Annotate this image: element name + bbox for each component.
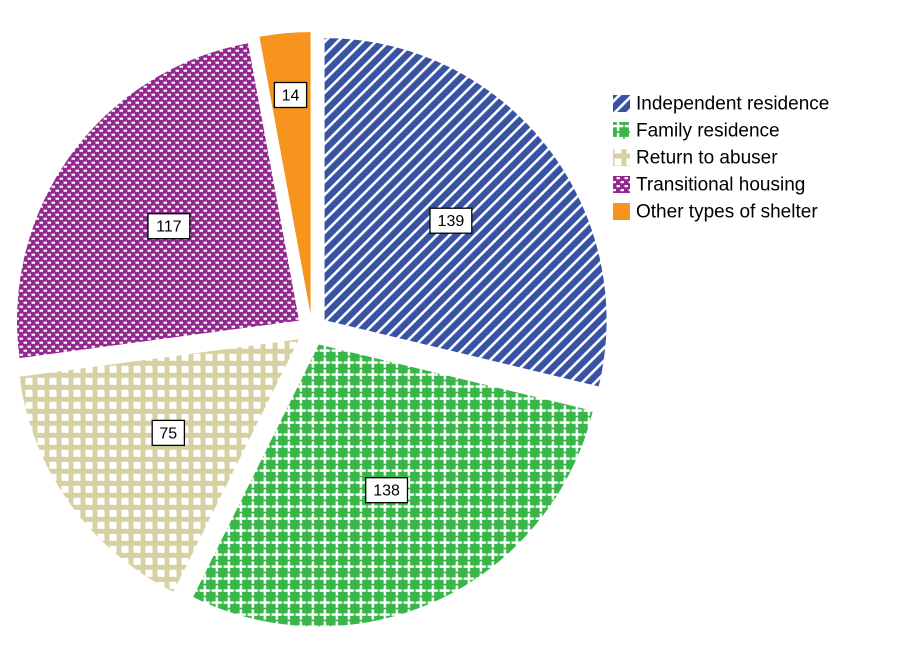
legend: Independent residence Family residence Ret… (613, 94, 829, 223)
value-label-transitional-housing: 117 (147, 213, 191, 240)
legend-item-transitional-housing: Transitional housing (613, 175, 805, 196)
legend-item-independent-residence: Independent residence (613, 94, 829, 115)
legend-label-transitional-housing: Transitional housing (636, 175, 805, 196)
legend-label-independent-residence: Independent residence (636, 94, 829, 115)
value-label-box-return-to-abuser (151, 419, 186, 447)
legend-swatch-transitional-housing-icon (613, 176, 630, 193)
value-label-family-residence: 138 (365, 477, 409, 504)
value-label-box-independent-residence (429, 207, 473, 234)
value-label-text-independent-residence: 139 (438, 213, 465, 230)
legend-swatch-other-types-of-shelter-icon (613, 203, 630, 220)
legend-swatch-family-residence-icon (613, 122, 630, 139)
legend-swatch-independent-residence-icon (613, 95, 630, 112)
value-label-text-return-to-abuser: 75 (159, 425, 177, 442)
value-label-other-types-of-shelter: 14 (273, 81, 308, 109)
value-label-return-to-abuser: 75 (151, 419, 186, 447)
legend-label-family-residence: Family residence (636, 121, 780, 142)
legend-label-other-types-of-shelter: Other types of shelter (636, 202, 818, 223)
pie-slice-return-to-abuser (19, 339, 299, 592)
value-label-box-family-residence (365, 477, 409, 504)
pie-slice-transitional-housing (17, 43, 300, 359)
value-label-box-transitional-housing (147, 213, 191, 240)
legend-item-other-types-of-shelter: Other types of shelter (613, 202, 818, 223)
value-label-box-other-types-of-shelter (273, 81, 308, 109)
value-label-independent-residence: 139 (429, 207, 473, 234)
legend-item-return-to-abuser: Return to abuser (613, 148, 778, 169)
legend-swatch-return-to-abuser-icon (613, 149, 630, 166)
legend-label-return-to-abuser: Return to abuser (636, 148, 778, 169)
legend-item-family-residence: Family residence (613, 121, 780, 142)
value-label-text-other-types-of-shelter: 14 (282, 88, 300, 105)
value-label-text-family-residence: 138 (373, 483, 400, 500)
value-label-text-transitional-housing: 117 (156, 219, 182, 236)
